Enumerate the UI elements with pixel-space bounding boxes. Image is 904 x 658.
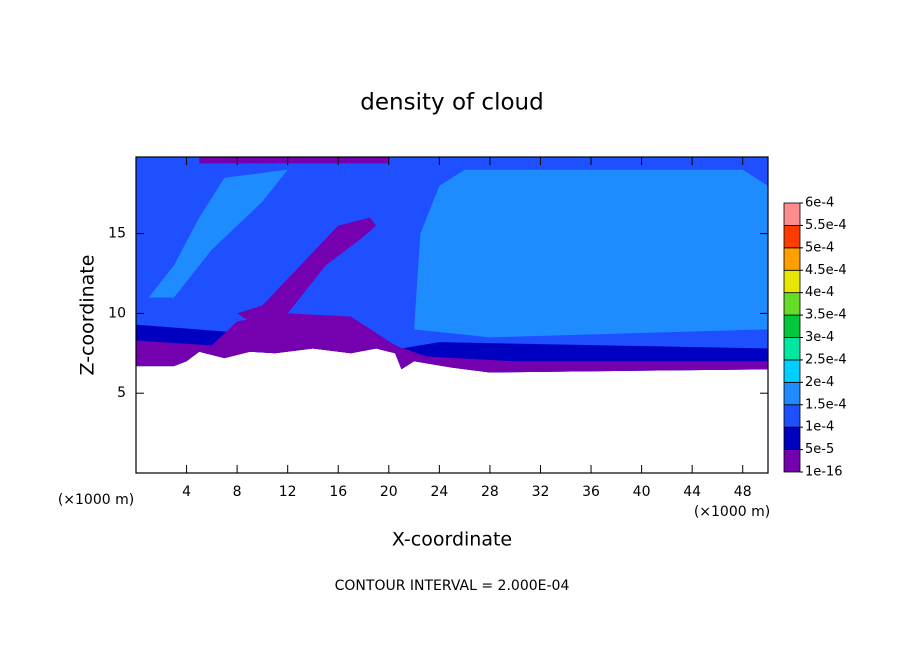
x-tick-label: 36 (582, 484, 600, 500)
x-tick-label: 24 (430, 484, 448, 500)
colorbar-swatch (783, 449, 801, 473)
colorbar-swatch (783, 225, 801, 249)
contour-region (148, 169, 288, 298)
colorbar-label: 5e-5 (805, 442, 834, 457)
contour-region (237, 217, 377, 322)
colorbar-swatch (783, 292, 801, 316)
footer: CONTOUR INTERVAL = 2.000E-04 (335, 578, 570, 594)
colorbar-label: 2.5e-4 (805, 352, 847, 367)
colorbar-label: 4e-4 (805, 285, 834, 300)
x-tick-label: 44 (683, 484, 701, 500)
colorbar-label: 6e-4 (805, 196, 834, 211)
x-tick-label: 8 (233, 484, 242, 500)
x-tick-label: 20 (380, 484, 398, 500)
x-unit: (×1000 m) (694, 504, 770, 520)
colorbar-label: 3e-4 (805, 330, 834, 345)
x-tick-label: 48 (734, 484, 752, 500)
colorbar-label: 2e-4 (805, 375, 834, 390)
colorbar-label: 1e-4 (805, 420, 834, 435)
contour-region (136, 313, 768, 373)
colorbar-label: 1e-16 (805, 465, 843, 480)
colorbar-swatch (783, 381, 801, 406)
colorbar-swatch (783, 269, 801, 294)
x-tick-label: 40 (633, 484, 651, 500)
x-tick-label: 12 (279, 484, 297, 500)
plot-frame (135, 156, 769, 474)
x-tick-label: 4 (182, 484, 191, 500)
chart-title: density of cloud (360, 90, 543, 116)
y-tick-label: 5 (117, 385, 126, 401)
contour-region (414, 169, 768, 338)
colorbar-swatch (783, 359, 801, 383)
colorbar-swatch (783, 426, 801, 450)
x-tick-label: 28 (481, 484, 499, 500)
x-axis-label: X-coordinate (392, 529, 512, 551)
colorbar-swatch (783, 202, 801, 226)
y-axis-label: Z-coordinate (77, 255, 99, 376)
colorbar-swatch (783, 337, 801, 361)
colorbar-swatch (783, 404, 801, 428)
x-tick-label: 32 (532, 484, 550, 500)
contour-region (199, 157, 389, 164)
colorbar-swatch (783, 314, 801, 338)
y-tick-label: 15 (108, 226, 126, 242)
colorbar-label: 1.5e-4 (805, 397, 847, 412)
y-unit: (×1000 m) (58, 492, 134, 508)
colorbar-label: 4.5e-4 (805, 263, 847, 278)
y-tick-label: 10 (108, 305, 126, 321)
colorbar-label: 5.5e-4 (805, 218, 847, 233)
colorbar-swatch (783, 247, 801, 271)
colorbar-label: 3.5e-4 (805, 308, 847, 323)
colorbar-label: 5e-4 (805, 240, 834, 255)
x-tick-label: 16 (329, 484, 347, 500)
